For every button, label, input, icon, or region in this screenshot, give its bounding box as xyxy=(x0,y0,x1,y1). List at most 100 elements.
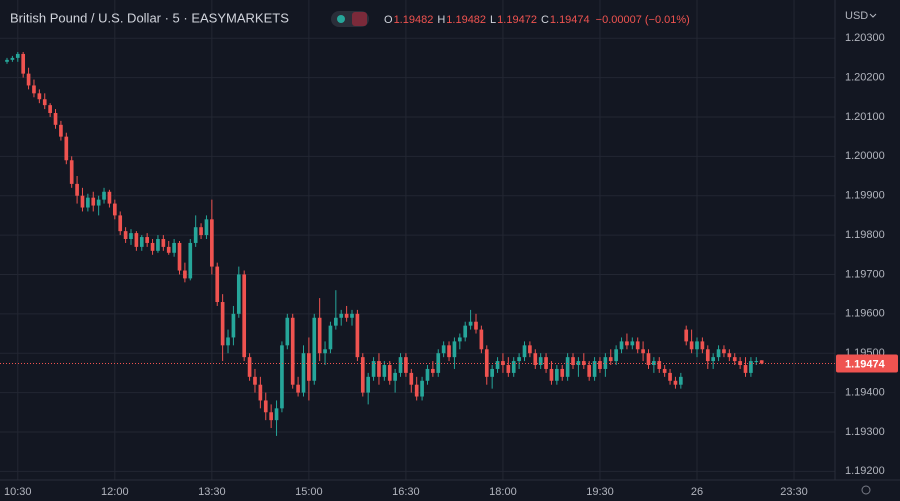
candle-body xyxy=(581,361,586,366)
candle-body xyxy=(662,368,667,373)
candle-body xyxy=(269,412,273,421)
last-price-box xyxy=(836,354,898,373)
status-dot xyxy=(337,15,345,23)
candle-body xyxy=(576,361,581,366)
candle-body xyxy=(301,353,306,393)
candle-body xyxy=(705,349,710,362)
ohlc-field-value: 1.19482 xyxy=(394,14,434,26)
candle-body xyxy=(506,365,511,373)
y-tick-label: 1.19300 xyxy=(845,426,885,438)
candle-body xyxy=(215,266,220,303)
candle-body xyxy=(177,242,182,271)
ohlc-field-label: H xyxy=(437,14,445,26)
candle-body xyxy=(15,53,20,58)
axes: 1.192001.193001.194001.195001.196001.197… xyxy=(0,32,898,498)
candle-body xyxy=(495,361,500,369)
candle-body xyxy=(371,361,376,377)
candle-body xyxy=(280,345,284,409)
candle-body xyxy=(274,408,279,421)
candle-body xyxy=(474,321,478,330)
x-tick-label: 16:30 xyxy=(392,486,420,498)
candle-body xyxy=(350,313,354,318)
gear xyxy=(861,485,871,495)
candle-body xyxy=(172,242,176,253)
x-tick-label: 13:30 xyxy=(198,486,226,498)
candle-body xyxy=(625,341,629,346)
candle-body xyxy=(608,357,613,362)
ohlc-field-value: 1.19474 xyxy=(550,14,590,26)
candle-body xyxy=(366,376,371,393)
candle-body xyxy=(420,380,424,397)
candle-body xyxy=(382,365,387,377)
candle-body xyxy=(700,341,705,350)
x-tick-label: 10:30 xyxy=(4,486,32,498)
candle-body xyxy=(393,372,397,381)
candle-body xyxy=(727,353,732,358)
candle-body xyxy=(641,349,645,354)
candle-body xyxy=(204,219,209,236)
candle-body xyxy=(619,341,624,350)
ohlc-field-label: O xyxy=(384,14,393,26)
candle-body xyxy=(32,85,36,94)
candle-body xyxy=(42,99,47,106)
candle-body xyxy=(263,400,268,413)
candle-body xyxy=(431,368,435,373)
y-tick-label: 1.19200 xyxy=(845,465,885,477)
candle-body xyxy=(517,357,521,362)
candle-body xyxy=(657,361,662,369)
candle-body xyxy=(69,160,74,184)
candle-body xyxy=(565,357,570,377)
symbol-title: British Pound / U.S. Dollar · 5 · EASYMA… xyxy=(10,10,289,25)
candle-body xyxy=(123,231,128,240)
candle-body xyxy=(48,105,52,114)
x-tick-label: 18:00 xyxy=(489,486,517,498)
candle-body xyxy=(102,191,106,200)
candle-body xyxy=(678,376,683,385)
candle-body xyxy=(166,246,171,253)
candle-body xyxy=(738,361,742,366)
x-tick-label: 12:00 xyxy=(101,486,129,498)
candle-body xyxy=(236,274,241,314)
candle-body xyxy=(86,197,90,208)
candle-body xyxy=(37,93,42,100)
candle-body xyxy=(711,357,716,362)
candle-body xyxy=(630,341,635,346)
candle-body xyxy=(10,57,15,60)
candle-body xyxy=(560,368,565,377)
candle-body xyxy=(404,357,408,373)
y-tick-label: 1.20200 xyxy=(845,71,885,83)
y-tick-label: 1.19700 xyxy=(845,268,885,280)
x-tick-label: 26 xyxy=(691,486,703,498)
candle-body xyxy=(398,357,403,373)
candle-body xyxy=(107,191,112,204)
ohlc-field-label: C xyxy=(541,14,549,26)
candle-body xyxy=(199,227,203,236)
y-tick-label: 1.20100 xyxy=(845,111,885,123)
candle-body xyxy=(80,195,85,208)
candle-body xyxy=(129,233,133,240)
candle-body xyxy=(689,341,694,350)
candle-body xyxy=(296,384,300,393)
candle-body xyxy=(511,361,516,373)
candle-body xyxy=(668,372,672,381)
candle-body xyxy=(5,59,9,62)
menu-icon[interactable] xyxy=(352,12,367,26)
header: British Pound / U.S. Dollar · 5 · EASYMA… xyxy=(10,10,690,27)
candle-body xyxy=(603,357,608,369)
currency[interactable]: USD xyxy=(845,10,868,22)
candle-body xyxy=(571,357,575,366)
ohlc-field-value: 1.19482 xyxy=(446,14,486,26)
candle-body xyxy=(452,341,457,358)
candle-body xyxy=(317,317,322,354)
x-tick-label: 15:00 xyxy=(295,486,323,498)
candle-body xyxy=(528,345,532,354)
candle-body xyxy=(614,349,618,362)
y-tick-label: 1.19800 xyxy=(845,229,885,241)
candle-body xyxy=(91,197,96,206)
y-tick-label: 1.19900 xyxy=(845,190,885,202)
candle-body xyxy=(587,365,592,377)
candle-body xyxy=(290,317,295,385)
settings-icon[interactable] xyxy=(861,485,871,495)
candle-body xyxy=(759,360,764,364)
